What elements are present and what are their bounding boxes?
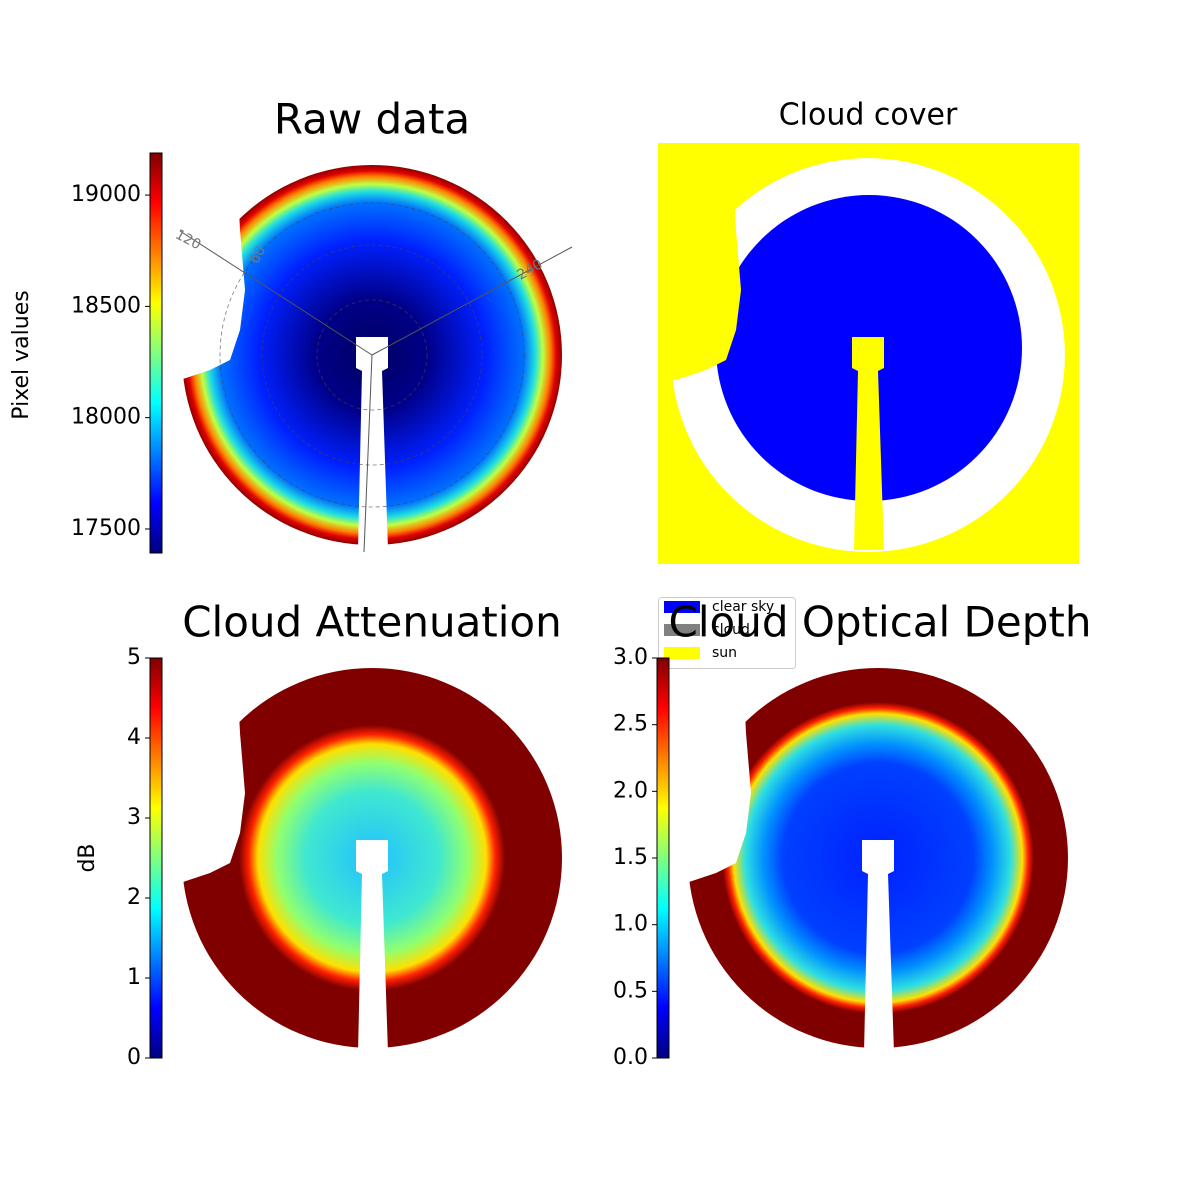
panel-title: Raw data: [274, 95, 470, 144]
colorbar-tick-label: 5: [127, 645, 141, 670]
polar-spoke: [363, 354, 373, 553]
colorbar-tick-label: 1: [127, 965, 141, 990]
colorbar-label: dB: [75, 843, 100, 872]
colorbar-tick-label: 17500: [71, 516, 141, 541]
legend-label: cloud: [712, 622, 750, 638]
polar-grid: [316, 299, 428, 411]
sky-image: [678, 658, 1078, 1058]
polar-spoke: [371, 246, 573, 356]
legend-label: sun: [712, 645, 737, 661]
legend-swatch: [664, 647, 700, 659]
legend-label: clear sky: [712, 599, 774, 615]
colorbar-tick-label: 19000: [71, 182, 141, 207]
sky-image: [172, 658, 572, 1058]
colorbar-tick-label: 0: [127, 1045, 141, 1070]
colorbar-label: Pixel values: [9, 290, 34, 419]
colorbar-tick-label: 3.0: [613, 645, 648, 670]
panel-title: Cloud Optical Depth: [669, 598, 1092, 647]
colorbar-tick-label: 1.5: [613, 845, 648, 870]
legend-swatch: [664, 624, 700, 636]
colorbar: [149, 657, 163, 1059]
colorbar: [149, 152, 163, 554]
colorbar-tick-label: 4: [127, 725, 141, 750]
colorbar-tick-label: 18500: [71, 293, 141, 318]
colorbar-tick-label: 3: [127, 805, 141, 830]
legend-swatch: [664, 601, 700, 613]
colorbar-tick-label: 0.0: [613, 1045, 648, 1070]
colorbar-tick-label: 2.5: [613, 712, 648, 737]
colorbar-tick-label: 0.5: [613, 978, 648, 1003]
colorbar-tick-label: 1.0: [613, 912, 648, 937]
polar-label: 60: [247, 243, 270, 266]
panel-title: Cloud cover: [779, 98, 958, 133]
colorbar-tick-label: 18000: [71, 405, 141, 430]
polar-grid: [219, 202, 525, 508]
colorbar-tick-label: 2.0: [613, 778, 648, 803]
colorbar: [656, 657, 670, 1059]
colorbar-tick-label: 2: [127, 885, 141, 910]
polar-spoke: [179, 230, 373, 356]
panel-title: Cloud Attenuation: [182, 598, 562, 647]
polar-grid: [261, 244, 483, 466]
sun-mast: [852, 337, 884, 550]
